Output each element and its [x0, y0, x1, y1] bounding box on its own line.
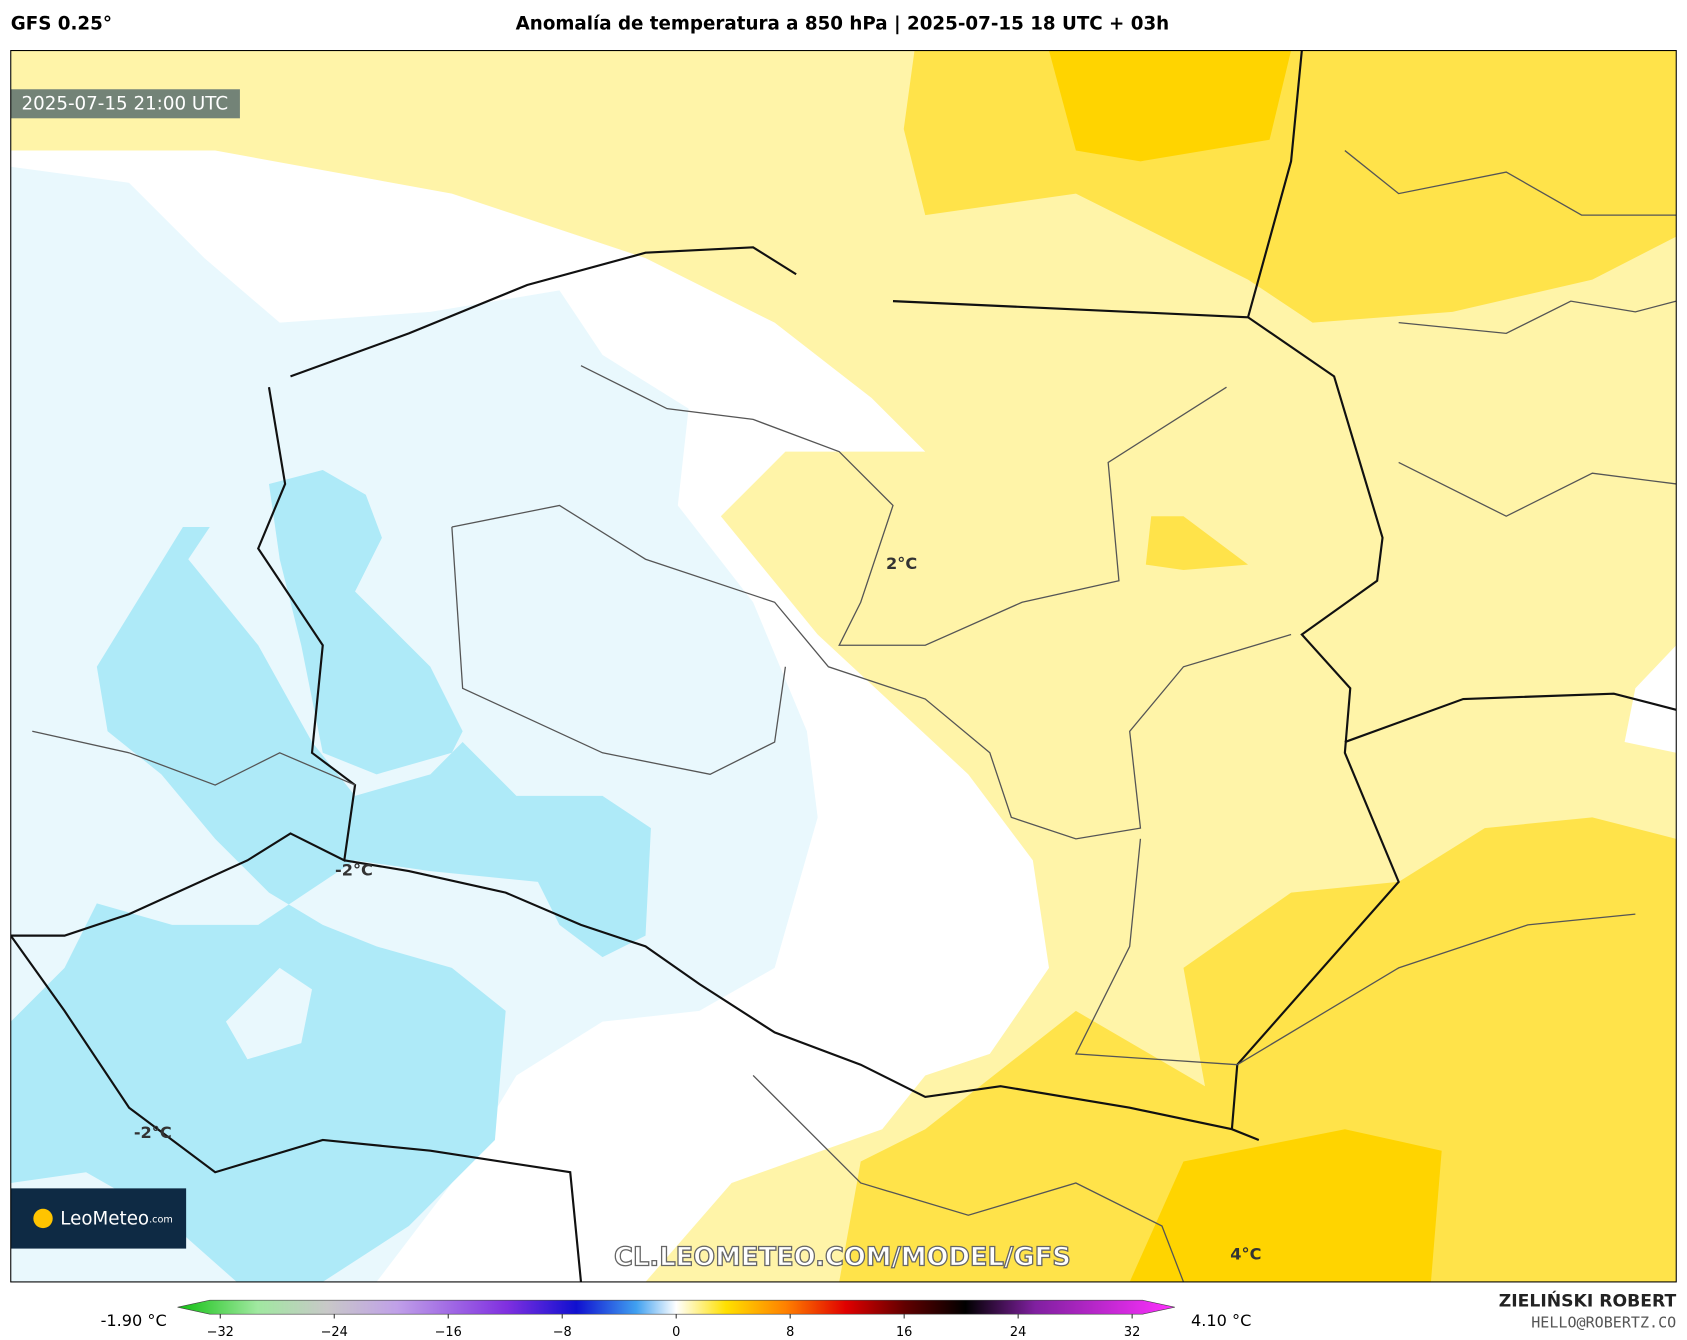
border [344, 859, 1260, 1141]
watermark: CL.LEOMETEO.COM/MODEL/GFS [614, 1243, 1071, 1273]
field-gold [1129, 1129, 1442, 1282]
valid-time: 2025-07-15 21:00 UTC [21, 93, 228, 114]
region-line [32, 730, 356, 786]
contour-label: -2°C [134, 1123, 172, 1142]
colorbar-tick-label: 0 [672, 1325, 680, 1340]
map: 2025-07-15 21:00 UTC 2°C -2°C -2°C 4°C CL.L… [10, 50, 1677, 1282]
border [1246, 50, 1303, 318]
region-line [1398, 461, 1677, 517]
contour-label: -2°C [335, 861, 373, 880]
border [1344, 692, 1677, 744]
colorbar [177, 1299, 1175, 1315]
region-line [451, 526, 787, 775]
colorbar-tick-label: −32 [207, 1325, 234, 1340]
border [10, 935, 583, 1282]
email: HELLO@ROBERTZ.CO [1531, 1313, 1676, 1331]
contour-label: 2°C [886, 554, 917, 573]
region-line [1074, 838, 1636, 1066]
author: ZIELIŃSKI ROBERT [1499, 1289, 1677, 1311]
logo-sun [33, 1208, 53, 1229]
colorbar-tick-label: −8 [553, 1325, 572, 1340]
map-frame [10, 50, 1677, 1283]
field-white [1624, 645, 1677, 753]
field-blue [10, 526, 651, 1282]
logo-name: LeoMeteo [60, 1209, 149, 1230]
region-line [451, 504, 1292, 840]
border [10, 386, 357, 937]
colorbar-tick-label: 16 [896, 1325, 912, 1340]
time-badge [10, 89, 240, 119]
colorbar-tick-label: −24 [321, 1325, 348, 1340]
region-line [752, 1074, 1185, 1282]
colorbar-tick-label: 24 [1010, 1325, 1026, 1340]
model-label: GFS 0.25° [11, 14, 112, 35]
border [892, 300, 1400, 1130]
logo-suffix: .com [149, 1215, 173, 1226]
map-title: Anomalía de temperatura a 850 hPa | 2025… [516, 14, 1169, 35]
colorbar-ticks: −32 −24 −16 −8 0 8 16 24 32 [207, 1314, 1140, 1340]
field-light-blue [225, 967, 313, 1060]
field-yellow [839, 817, 1677, 1282]
colorbar-tick-label: −16 [435, 1325, 462, 1340]
region-line [1398, 300, 1677, 335]
region-line [1344, 150, 1677, 216]
colorbar-tick-label: 32 [1124, 1325, 1140, 1340]
field-gold [1048, 50, 1292, 162]
field-yellow [1145, 516, 1249, 570]
coastline [290, 246, 797, 378]
max-label: 4.10 °C [1191, 1311, 1251, 1330]
min-label: -1.90 °C [101, 1311, 167, 1330]
logo-text: LeoMeteo.com [60, 1209, 173, 1230]
contour-label: 4°C [1230, 1245, 1261, 1264]
colorbar-tick-label: 8 [786, 1325, 794, 1340]
region-line [580, 365, 1227, 646]
contour-labels: 2°C -2°C -2°C 4°C [134, 554, 1262, 1263]
